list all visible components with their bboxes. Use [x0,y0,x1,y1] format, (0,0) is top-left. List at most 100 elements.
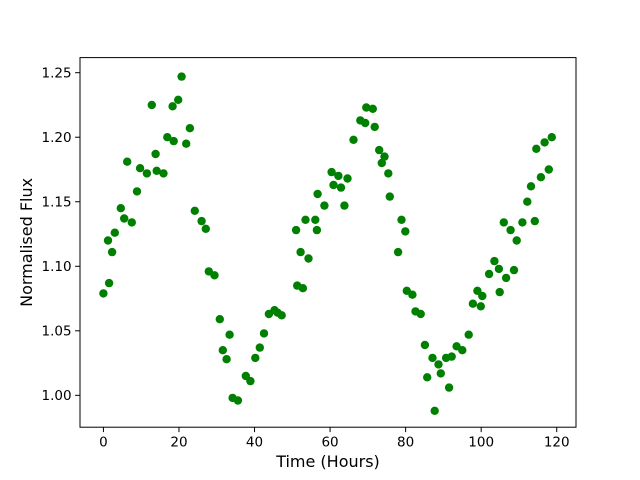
data-point [327,167,336,177]
data-point [116,204,126,213]
data-point [536,173,546,182]
data-point [215,315,224,324]
data-point [163,133,172,142]
data-point [110,228,120,237]
data-point [512,236,521,245]
x-tick-label: 60 [321,435,338,451]
data-point [340,201,349,210]
data-point [447,352,456,361]
data-point [182,139,191,148]
data-point [142,169,152,178]
data-point [123,157,132,166]
data-point [132,187,142,196]
data-point [159,169,168,178]
x-axis-ticks [102,427,558,433]
data-point [490,256,499,266]
data-point [436,369,445,378]
data-point [127,218,136,227]
data-point [291,225,301,235]
data-point [259,329,269,338]
data-point [468,299,478,308]
data-point [177,72,186,81]
x-tick-label: 0 [99,435,108,451]
y-axis-label: Normalised Flux [17,178,36,307]
data-point [458,346,467,355]
data-point [499,218,508,227]
plot-area-frame [79,57,577,428]
data-point [343,174,352,183]
data-point [174,95,183,105]
data-point [362,103,371,112]
data-point [518,218,527,227]
data-point [361,118,370,128]
y-tick-label: 1.00 [42,388,72,404]
data-point [532,144,541,153]
data-point [375,145,384,155]
y-tick-label: 1.05 [42,323,72,339]
data-point [169,136,178,146]
data-points [99,72,556,415]
data-point [329,180,338,190]
data-point [377,158,386,168]
data-point [304,254,313,263]
data-point [233,396,243,405]
data-point [251,353,260,363]
data-point [368,104,377,114]
data-point [225,330,234,339]
data-point [312,225,322,235]
data-point [370,122,379,132]
x-tick-label: 20 [170,435,187,451]
data-point [464,330,473,339]
data-point [420,340,430,350]
x-tick-label: 120 [544,435,570,451]
y-tick-label: 1.15 [42,194,72,210]
data-point [501,273,511,283]
data-point [434,360,443,369]
x-axis-tick-labels: 0 20 40 60 80 100 120 [99,435,570,451]
data-point [494,264,504,274]
data-point [168,102,177,111]
data-point [255,343,264,352]
data-point [385,192,394,201]
data-point [104,278,114,288]
data-point [246,376,255,386]
data-point [120,214,129,223]
data-point [152,166,161,175]
data-point [298,284,308,293]
data-point [506,225,515,235]
data-point [311,215,320,224]
y-tick-label: 1.25 [42,65,72,81]
y-tick-label: 1.10 [42,259,72,275]
data-point [277,311,286,320]
data-point [523,197,532,206]
data-point [384,169,393,178]
data-point [210,271,219,280]
x-tick-label: 80 [397,435,414,451]
data-point [218,346,227,355]
x-tick-label: 40 [246,435,263,451]
data-point [484,269,494,279]
data-point [509,265,519,275]
y-tick-label: 1.20 [42,130,72,146]
data-point [401,227,410,236]
data-point [313,189,322,199]
data-point [107,247,117,257]
data-point [190,206,199,215]
data-point [544,165,553,174]
data-point [476,302,485,311]
data-point [147,100,156,110]
data-point [478,291,487,301]
data-point [349,135,358,144]
data-point [185,124,195,133]
data-point [444,383,454,392]
data-point [334,171,343,181]
data-point [99,289,108,298]
data-point [495,287,504,297]
data-point [408,290,417,299]
data-point [428,353,437,363]
data-point [397,215,406,224]
data-point [320,201,329,210]
data-point [393,247,403,257]
